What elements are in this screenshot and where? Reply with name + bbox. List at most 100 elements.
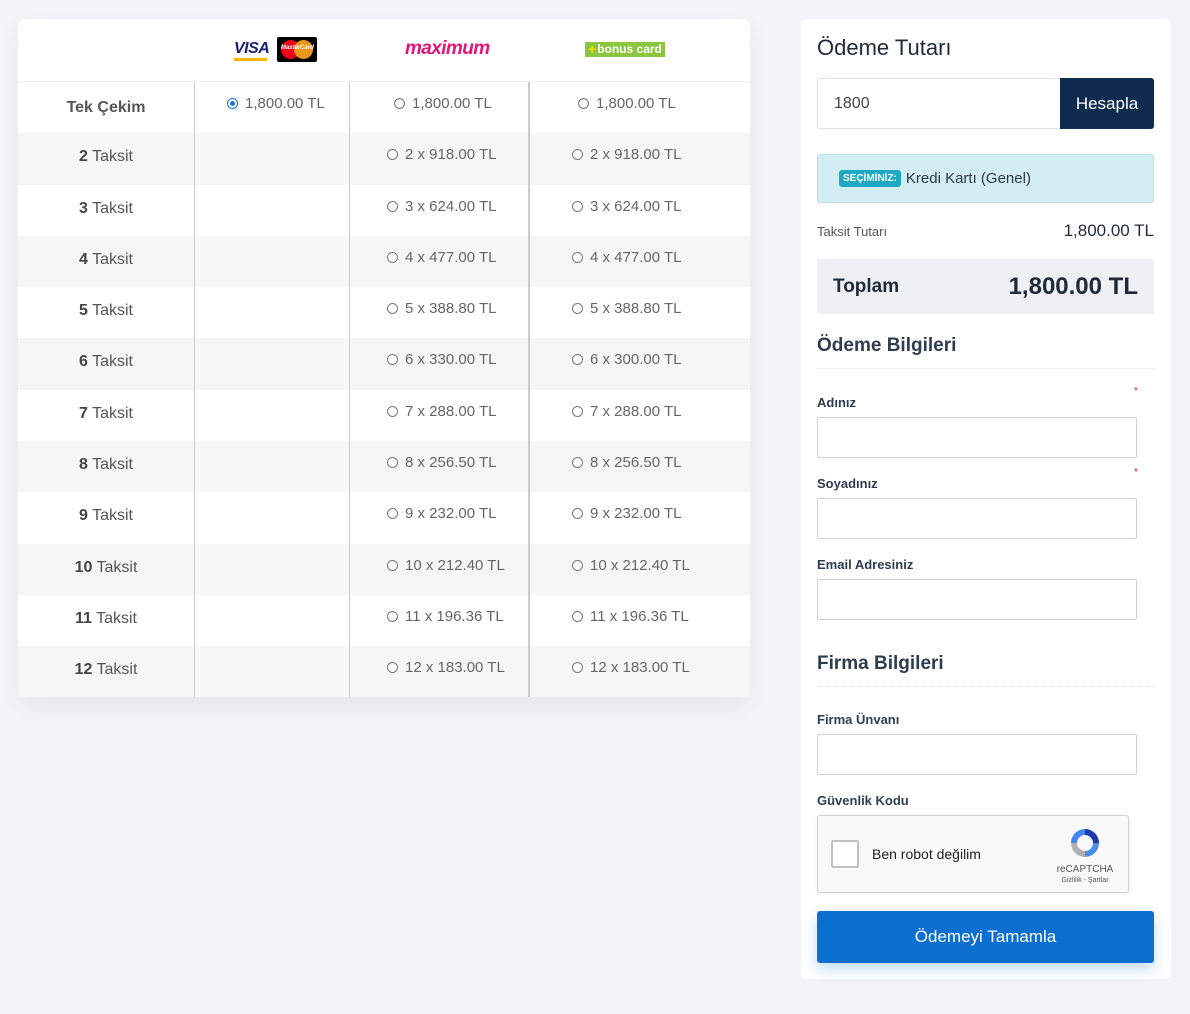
maximum-installment-option[interactable]: 10 x 212.40 TL (350, 544, 528, 574)
radio-button[interactable] (387, 303, 398, 315)
installment-amount-label: Taksit Tutarı (817, 223, 888, 239)
amount-input[interactable] (817, 78, 1060, 129)
installment-option-text: 8 x 256.50 TL (405, 454, 497, 472)
visa-mastercard-logo: VISA MasterCard (234, 35, 318, 63)
last-name-field[interactable] (817, 498, 1137, 539)
visa-cell (195, 389, 350, 442)
maximum-cell: 12 x 183.00 TL (350, 646, 530, 697)
installment-count-label: Tek Çekim (18, 82, 195, 134)
bonus-installment-option[interactable]: 4 x 477.00 TL (530, 236, 750, 266)
radio-button[interactable] (572, 457, 583, 469)
bonus-installment-option[interactable]: 9 x 232.00 TL (530, 492, 750, 522)
bonus-installment-option[interactable]: 3 x 624.00 TL (530, 185, 750, 215)
maximum-installment-option[interactable]: 6 x 330.00 TL (350, 338, 528, 368)
radio-button[interactable] (387, 559, 398, 571)
visa-installment-option[interactable]: 1,800.00 TL (195, 82, 349, 112)
radio-button[interactable] (387, 405, 398, 417)
bonus-installment-option[interactable]: 10 x 212.40 TL (530, 544, 750, 574)
bonus-installment-option[interactable]: 5 x 388.80 TL (530, 287, 750, 317)
installment-count-label: 10 Taksit (18, 543, 195, 595)
email-field[interactable] (817, 579, 1137, 620)
installment-count-label: 4 Taksit (18, 235, 195, 288)
radio-button[interactable] (572, 405, 583, 417)
maximum-installment-option[interactable]: 12 x 183.00 TL (350, 646, 528, 676)
email-label: Email Adresiniz (817, 557, 914, 572)
installment-table: VISA MasterCard maximum + bonus card Tek … (18, 19, 750, 697)
visa-cell (195, 338, 350, 390)
radio-button[interactable] (387, 354, 398, 366)
radio-button[interactable] (572, 610, 583, 622)
table-row: 11 Taksit 11 x 196.36 TL 11 x 196.36 TL (18, 594, 750, 647)
bonus-installment-option[interactable]: 8 x 256.50 TL (530, 441, 750, 471)
installment-option-text: 2 x 918.00 TL (405, 146, 497, 164)
radio-button[interactable] (572, 508, 583, 520)
radio-button[interactable] (572, 303, 583, 315)
maximum-cell: 9 x 232.00 TL (350, 492, 530, 544)
selection-text: Kredi Kartı (Genel) (905, 170, 1031, 187)
maximum-installment-option[interactable]: 2 x 918.00 TL (350, 133, 528, 163)
recaptcha-checkbox[interactable] (831, 840, 859, 868)
table-row: 8 Taksit 8 x 256.50 TL 8 x 256.50 TL (18, 441, 750, 493)
bonus-installment-option[interactable]: 12 x 183.00 TL (530, 646, 750, 676)
maximum-installment-option[interactable]: 1,800.00 TL (350, 82, 528, 112)
installment-option-text: 8 x 256.50 TL (590, 454, 682, 472)
mastercard-logo: MasterCard (277, 36, 318, 62)
radio-button[interactable] (387, 457, 398, 469)
radio-button[interactable] (387, 149, 398, 161)
radio-button[interactable] (387, 610, 398, 622)
bonus-cell: 9 x 232.00 TL (530, 492, 750, 543)
first-name-field[interactable] (817, 417, 1137, 458)
bonus-installment-option[interactable]: 6 x 300.00 TL (530, 338, 750, 368)
recaptcha-widget: Ben robot değilim reCAPTCHA Gizlilik - Ş… (817, 815, 1129, 893)
visa-cell (195, 492, 350, 544)
bonus-installment-option[interactable]: 2 x 918.00 TL (530, 133, 750, 163)
maximum-installment-option[interactable]: 4 x 477.00 TL (350, 236, 528, 266)
radio-button[interactable] (572, 149, 583, 161)
maximum-cell: 11 x 196.36 TL (350, 594, 530, 647)
bonus-cell: 1,800.00 TL (530, 82, 750, 133)
radio-button[interactable] (387, 662, 398, 674)
bonus-cell: 3 x 624.00 TL (530, 185, 750, 236)
radio-button[interactable] (572, 251, 583, 263)
company-title-field[interactable] (817, 734, 1137, 775)
radio-button[interactable] (227, 98, 238, 109)
installment-option-text: 11 x 196.36 TL (405, 607, 504, 625)
recaptcha-links[interactable]: Gizlilik - Şartlar (1061, 877, 1109, 884)
maximum-installment-option[interactable]: 11 x 196.36 TL (350, 595, 528, 625)
first-name-label: Adınız (817, 395, 856, 410)
radio-button[interactable] (572, 200, 583, 212)
installment-option-text: 10 x 212.40 TL (590, 556, 690, 574)
maximum-installment-option[interactable]: 7 x 288.00 TL (350, 390, 528, 420)
installment-option-text: 7 x 288.00 TL (590, 402, 682, 420)
radio-button[interactable] (572, 559, 583, 571)
divider (817, 686, 1154, 687)
installment-option-text: 12 x 183.00 TL (405, 659, 505, 677)
calculate-button[interactable]: Hesapla (1060, 78, 1154, 129)
radio-button[interactable] (387, 200, 398, 212)
bonus-installment-option[interactable]: 11 x 196.36 TL (530, 595, 750, 625)
bonus-installment-option[interactable]: 7 x 288.00 TL (530, 390, 750, 420)
table-row: 12 Taksit 12 x 183.00 TL 12 x 183.00 TL (18, 646, 750, 697)
radio-button[interactable] (572, 662, 583, 674)
maximum-installment-option[interactable]: 8 x 256.50 TL (350, 441, 528, 471)
installment-count-label: 9 Taksit (18, 492, 195, 544)
maximum-installment-option[interactable]: 3 x 624.00 TL (350, 185, 528, 215)
payment-amount-title: Ödeme Tutarı (817, 35, 952, 60)
last-name-label: Soyadınız (817, 476, 878, 491)
visa-cell (195, 594, 350, 647)
installment-option-text: 6 x 300.00 TL (590, 351, 682, 369)
installment-option-text: 10 x 212.40 TL (405, 556, 505, 574)
installment-option-text: 5 x 388.80 TL (405, 300, 497, 318)
installment-option-text: 11 x 196.36 TL (590, 607, 689, 625)
complete-payment-button[interactable]: Ödemeyi Tamamla (817, 911, 1154, 963)
bonus-installment-option[interactable]: 1,800.00 TL (530, 82, 750, 112)
radio-button[interactable] (387, 251, 398, 263)
maximum-installment-option[interactable]: 9 x 232.00 TL (350, 492, 528, 522)
maximum-installment-option[interactable]: 5 x 388.80 TL (350, 287, 528, 317)
maximum-cell: 1,800.00 TL (350, 82, 530, 134)
radio-button[interactable] (387, 508, 398, 520)
total-row: Toplam 1,800.00 TL (817, 259, 1154, 314)
radio-button[interactable] (578, 98, 589, 109)
radio-button[interactable] (572, 354, 583, 366)
radio-button[interactable] (394, 98, 405, 109)
